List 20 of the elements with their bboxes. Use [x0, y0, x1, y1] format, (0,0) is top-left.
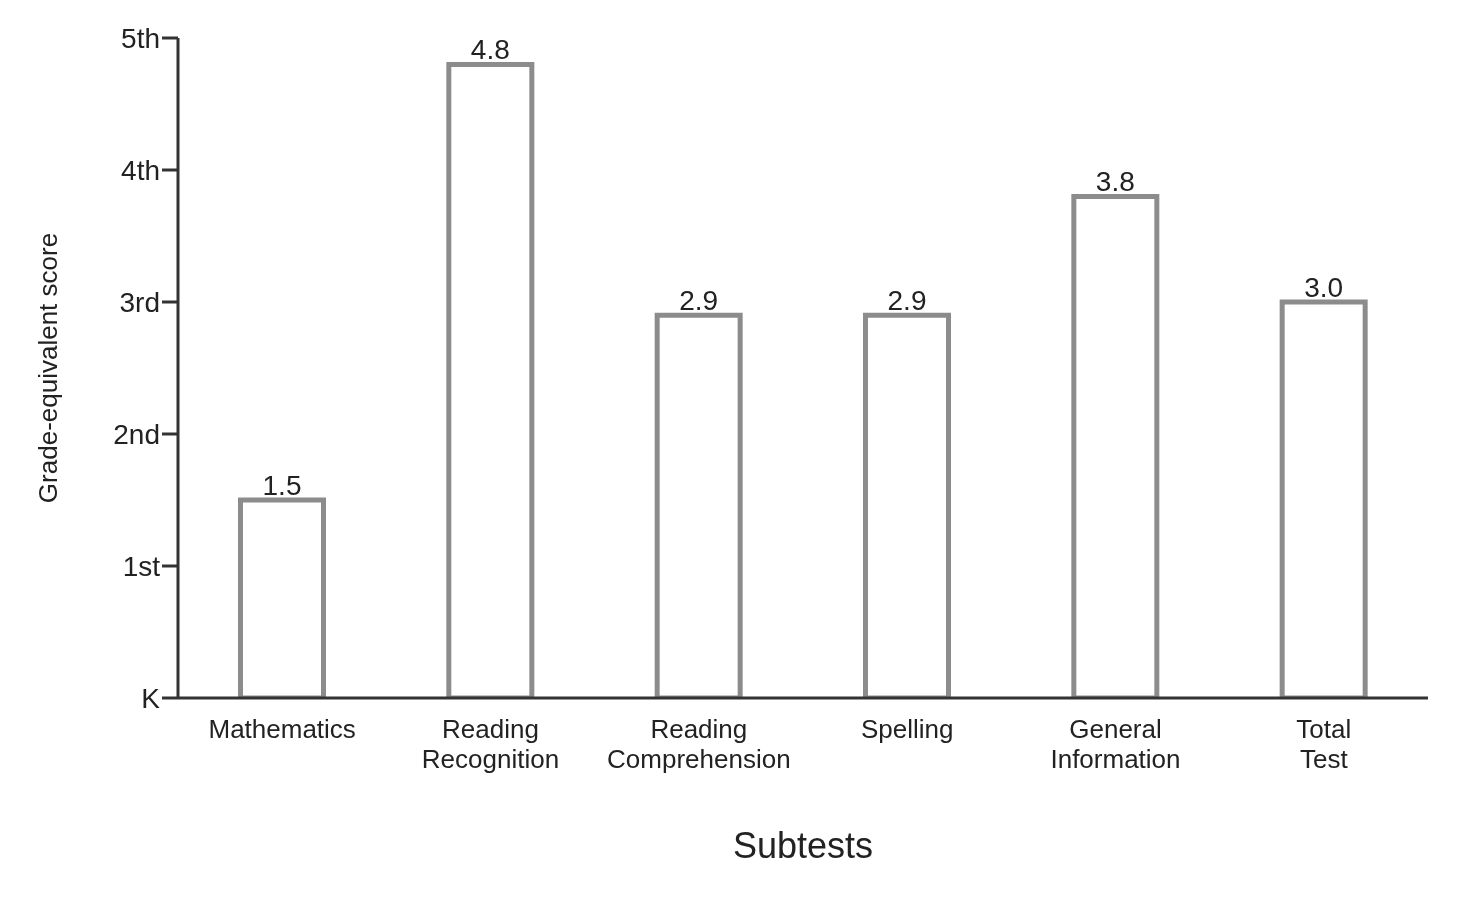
- y-tick-label: 2nd: [113, 418, 160, 450]
- data-label: 4.8: [470, 34, 510, 66]
- y-tick-label: 5th: [121, 22, 160, 54]
- x-axis-title: Subtests: [732, 825, 874, 866]
- y-tick-label: K: [141, 682, 161, 714]
- y-tick-label: 3rd: [119, 286, 160, 318]
- y-axis-title: Grade-equivalent score: [33, 232, 64, 504]
- y-tick-label: 4th: [121, 154, 160, 186]
- data-label: 2.9: [887, 285, 927, 317]
- x-tick-label: Mathematics: [208, 714, 356, 744]
- data-label: 3.8: [1095, 166, 1135, 198]
- x-tick-label: Spelling: [860, 714, 954, 744]
- data-label: 2.9: [679, 285, 719, 317]
- x-tick-label: General Information: [1050, 714, 1181, 774]
- x-tick-label: Total Test: [1296, 714, 1352, 774]
- x-tick-label: Reading Comprehension: [607, 714, 791, 774]
- data-label: 3.0: [1304, 272, 1344, 303]
- y-tick-label: 1st: [122, 550, 161, 582]
- x-tick-label: Reading Recognition: [421, 714, 560, 774]
- data-label: 1.5: [262, 470, 302, 501]
